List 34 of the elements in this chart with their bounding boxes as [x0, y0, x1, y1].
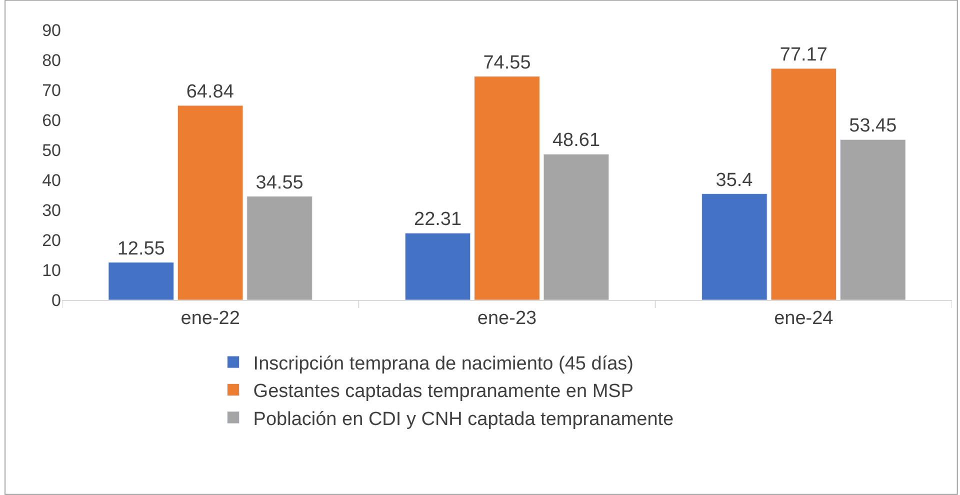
legend-label: Gestantes captadas tempranamente en MSP: [253, 381, 634, 402]
y-tick-label: 90: [42, 20, 61, 40]
data-label: 53.45: [849, 116, 897, 137]
y-tick-label: 40: [42, 170, 61, 190]
bar: [177, 105, 244, 300]
data-label: 12.55: [117, 238, 165, 260]
x-tick-label: ene-22: [180, 308, 240, 329]
y-tick-label: 30: [42, 200, 61, 220]
y-tick-label: 70: [42, 80, 61, 100]
y-tick-label: 10: [42, 260, 61, 280]
data-label: 74.55: [483, 52, 531, 74]
bar: [474, 76, 540, 300]
y-tick-label: 80: [42, 50, 61, 70]
data-label: 48.61: [552, 130, 600, 152]
y-tick-label: 0: [52, 290, 61, 310]
bar: [108, 262, 174, 300]
data-label: 77.17: [780, 44, 828, 66]
y-tick-label: 50: [42, 140, 61, 160]
x-tick-label: ene-24: [774, 308, 834, 329]
bar: [404, 232, 471, 300]
data-label: 35.4: [716, 170, 754, 191]
data-label: 34.55: [256, 172, 304, 194]
bar: [702, 194, 768, 300]
data-label: 64.84: [186, 81, 234, 102]
legend-label: Población en CDI y CNH captada tempranamente: [253, 408, 674, 430]
y-tick-label: 20: [42, 230, 61, 250]
legend-label: Inscripción temprana de nacimiento (45 días): [253, 353, 634, 374]
bar: [246, 196, 312, 300]
x-tick-label: ene-23: [477, 308, 537, 329]
bar: [543, 154, 610, 300]
y-tick-label: 60: [42, 110, 61, 130]
bar: [840, 139, 906, 300]
data-label: 22.31: [414, 209, 462, 230]
bar: [770, 68, 837, 300]
